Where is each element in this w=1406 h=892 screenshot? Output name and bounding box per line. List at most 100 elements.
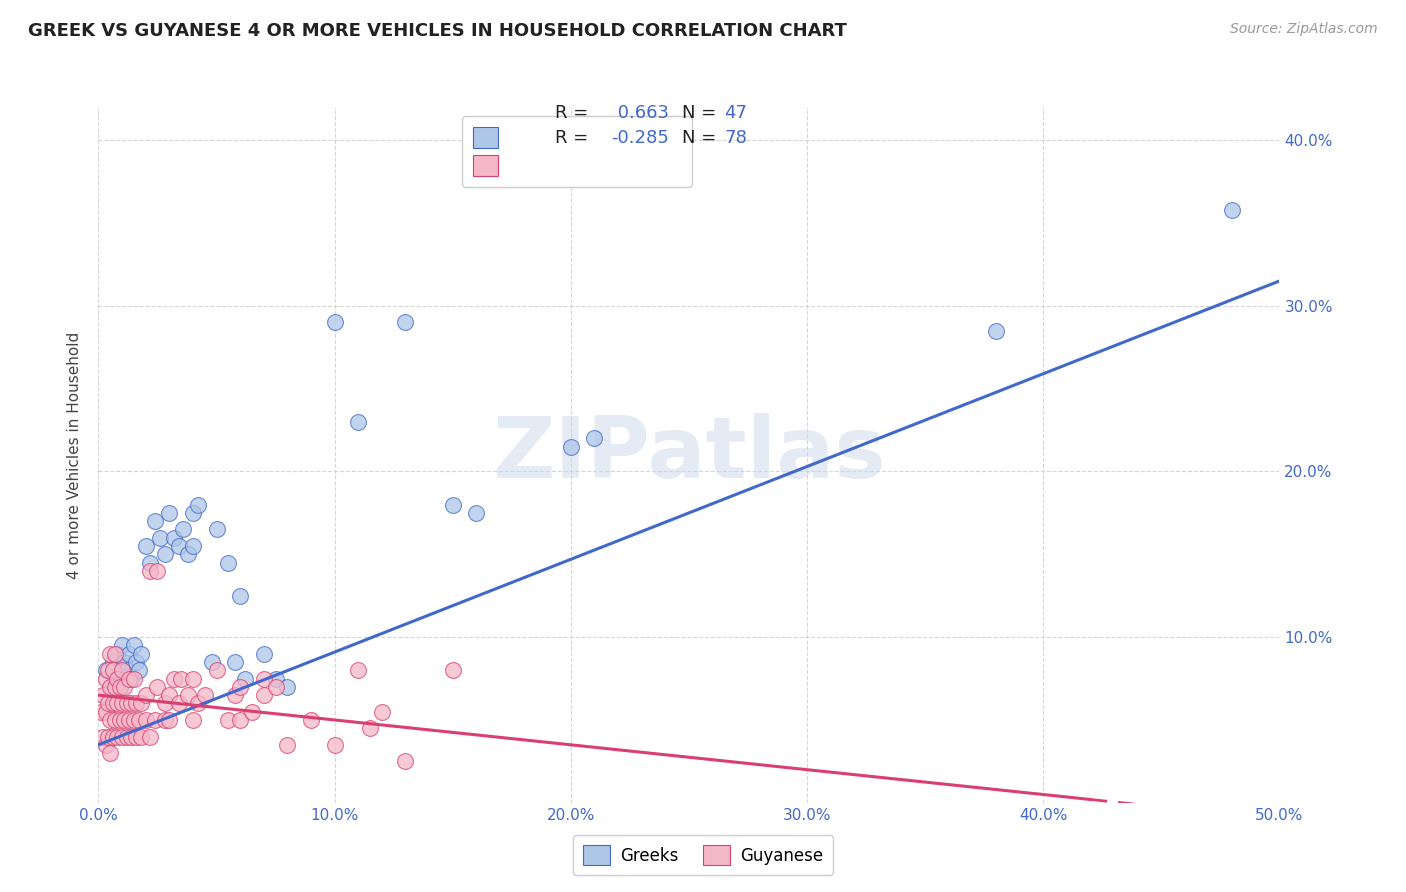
Point [135,713,157,727]
Point [104,672,127,686]
Point [347,663,370,677]
Point [111,663,134,677]
Point [115,663,138,677]
Point [181,539,204,553]
Point [157,688,180,702]
Text: GREEK VS GUYANESE 4 OR MORE VEHICLES IN HOUSEHOLD CORRELATION CHART: GREEK VS GUYANESE 4 OR MORE VEHICLES IN … [28,22,846,40]
Point [128,713,150,727]
Point [91,688,114,702]
Point [122,672,145,686]
Point [465,506,488,520]
Point [371,705,394,719]
Point [97,730,120,744]
Point [205,663,228,677]
Point [299,713,322,727]
Point [101,655,124,669]
Point [105,647,128,661]
Point [94,672,117,686]
Legend: Greeks, Guyanese: Greeks, Guyanese [574,836,832,875]
Point [111,697,134,711]
Point [98,713,121,727]
Point [94,663,117,677]
Point [224,655,246,669]
Point [135,539,157,553]
Point [105,697,128,711]
Point [167,697,190,711]
Point [323,738,346,752]
Point [122,639,145,653]
Point [172,523,194,537]
Point [205,523,228,537]
Point [104,647,127,661]
Point [441,663,464,677]
Point [181,506,204,520]
Point [276,738,298,752]
Point [1220,202,1243,217]
Point [98,680,121,694]
Point [125,655,148,669]
Point [98,647,121,661]
Text: 0.663: 0.663 [612,104,669,122]
Point [153,547,176,561]
Point [167,539,190,553]
Text: 47: 47 [724,104,747,122]
Point [177,688,200,702]
Point [153,697,176,711]
Point [104,680,127,694]
Point [264,680,287,694]
Point [276,680,298,694]
Point [163,672,186,686]
Point [104,713,127,727]
Point [112,680,135,694]
Point [240,705,263,719]
Point [157,506,180,520]
Point [128,663,150,677]
Legend:                               ,                               : , [461,116,692,186]
Point [143,514,166,528]
Text: R =: R = [555,104,589,122]
Point [108,680,131,694]
Point [177,547,200,561]
Point [153,713,176,727]
Point [111,639,134,653]
Point [224,688,246,702]
Point [201,655,224,669]
Y-axis label: 4 or more Vehicles in Household: 4 or more Vehicles in Household [67,331,83,579]
Point [143,713,166,727]
Point [115,730,138,744]
Point [115,697,138,711]
Point [146,564,169,578]
Text: Source: ZipAtlas.com: Source: ZipAtlas.com [1230,22,1378,37]
Point [118,672,141,686]
Point [91,730,114,744]
Text: -0.285: -0.285 [612,129,669,147]
Point [121,730,143,744]
Point [149,531,172,545]
Point [125,730,148,744]
Text: N =: N = [682,129,716,147]
Point [217,713,239,727]
Point [560,440,582,454]
Point [118,713,141,727]
Point [121,672,143,686]
Point [125,697,148,711]
Point [157,713,180,727]
Point [229,680,252,694]
Point [111,730,134,744]
Point [146,680,169,694]
Point [233,672,256,686]
Point [122,713,145,727]
Point [98,680,121,694]
Point [121,697,143,711]
Point [163,531,186,545]
Point [94,705,117,719]
Point [181,672,204,686]
Point [105,672,128,686]
Point [229,589,252,603]
Point [101,730,124,744]
Text: 78: 78 [724,129,747,147]
Point [139,730,162,744]
Point [112,713,135,727]
Point [217,556,239,570]
Point [187,498,209,512]
